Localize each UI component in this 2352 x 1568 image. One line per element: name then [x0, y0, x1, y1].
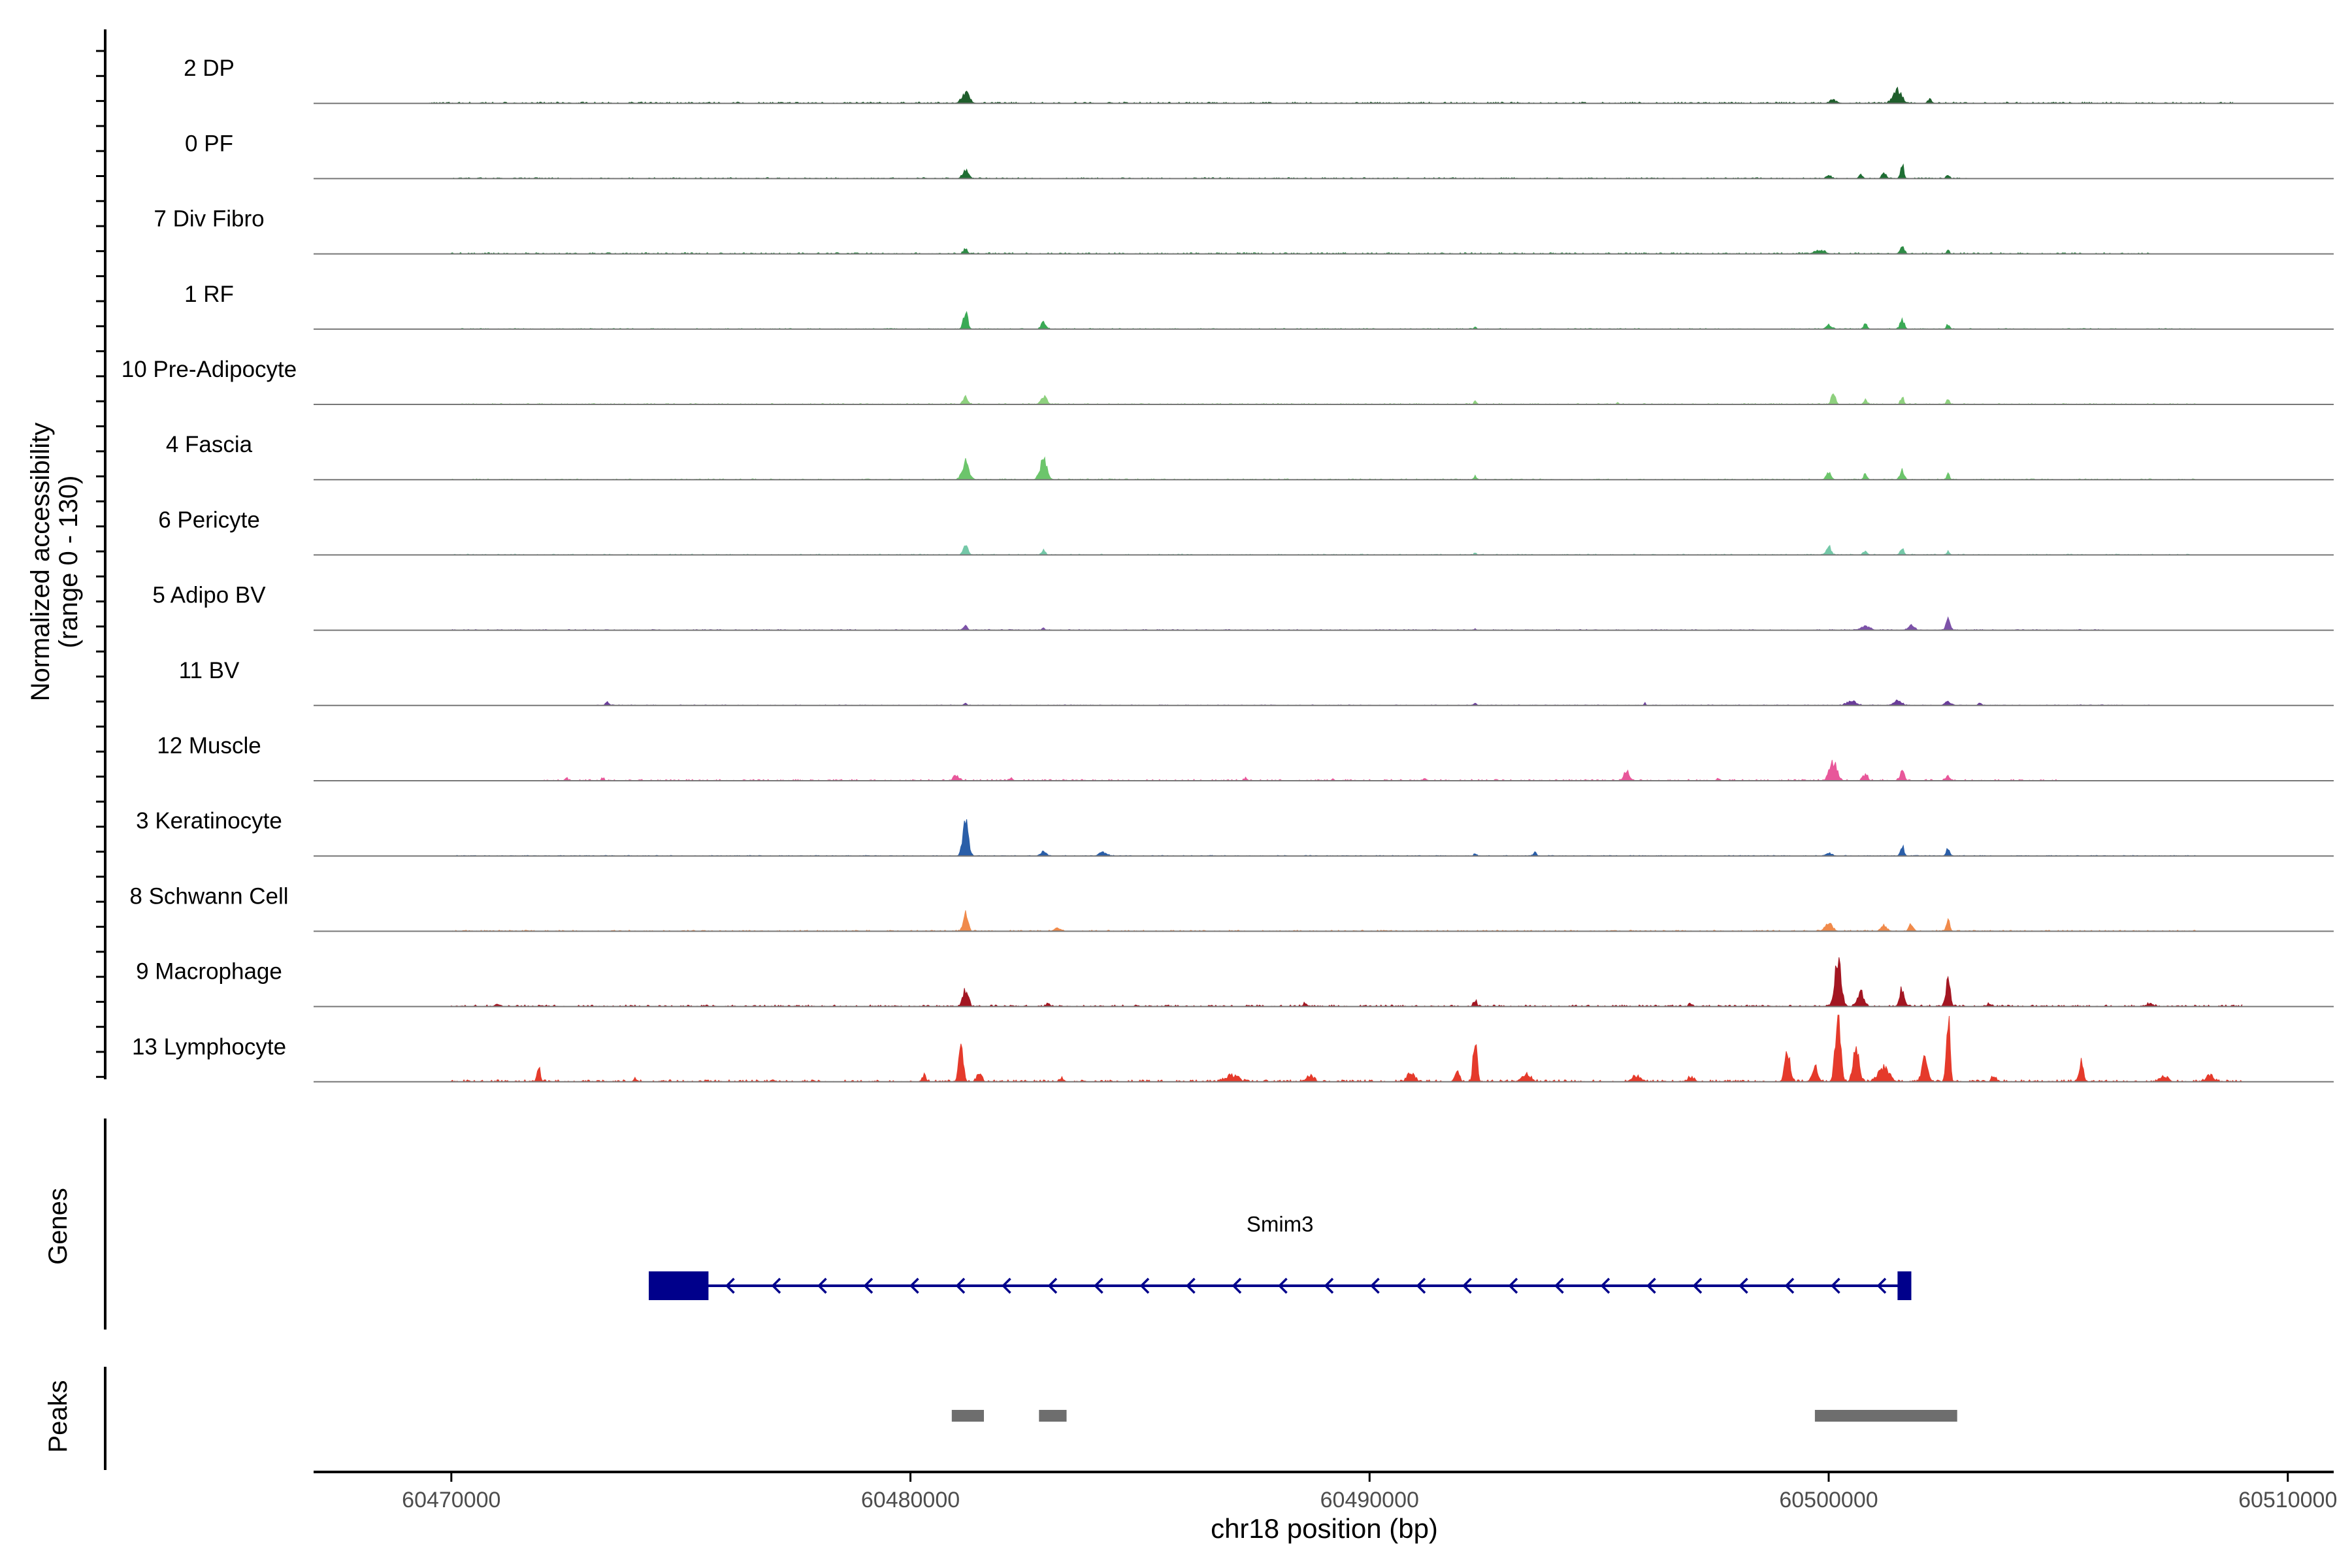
- x-tick-label: 60470000: [402, 1488, 500, 1512]
- strand-arrow: [1554, 1277, 1564, 1294]
- coverage-area: [451, 163, 1967, 180]
- strand-arrow: [1002, 1277, 1011, 1294]
- track-label: 6 Pericyte: [158, 507, 260, 532]
- coverage-area: [451, 310, 2197, 330]
- track-label: 12 Muscle: [157, 733, 261, 759]
- track-12-muscle: 12 Muscle: [157, 733, 2334, 781]
- strand-arrow: [1508, 1277, 1518, 1294]
- track-8-schwann-cell: 8 Schwann Cell: [129, 883, 2334, 932]
- track-label: 4 Fascia: [166, 432, 253, 457]
- track-label: 11 BV: [179, 658, 240, 683]
- strand-arrow: [1784, 1277, 1795, 1294]
- track-1-rf: 1 RF: [184, 282, 2334, 330]
- track-6-pericyte: 6 Pericyte: [158, 507, 2334, 556]
- coverage-area: [589, 699, 2151, 706]
- x-tick-label: 60500000: [1779, 1488, 1878, 1512]
- strand-arrow: [1646, 1277, 1656, 1294]
- track-2-dp: 2 DP: [184, 56, 2334, 105]
- gene-label-smim3: Smim3: [1247, 1212, 1314, 1236]
- gene-track: Smim3: [648, 1212, 1912, 1300]
- strand-arrow: [1047, 1277, 1058, 1294]
- track-label: 0 PF: [185, 131, 233, 156]
- coverage-area: [428, 86, 2233, 104]
- coverage-area: [451, 246, 2151, 255]
- track-9-macrophage: 9 Macrophage: [136, 957, 2334, 1007]
- track-label: 10 Pre-Adipocyte: [122, 357, 297, 382]
- track-label: 13 Lymphocyte: [132, 1034, 286, 1060]
- x-tick-label: 60510000: [2238, 1488, 2337, 1512]
- peak-region: [1814, 1410, 1957, 1422]
- strand-arrow: [1739, 1277, 1748, 1294]
- track-label: 1 RF: [184, 282, 234, 307]
- strand-arrow: [909, 1277, 919, 1294]
- peak-region: [951, 1410, 984, 1422]
- x-tick-label: 60490000: [1320, 1488, 1419, 1512]
- strand-arrow: [1370, 1277, 1380, 1294]
- strand-arrow: [1831, 1277, 1840, 1294]
- peak-track: [951, 1410, 1957, 1422]
- strand-arrow: [863, 1277, 874, 1294]
- coverage-area: [451, 1015, 2243, 1083]
- track-label: 2 DP: [184, 56, 235, 81]
- y-axis-title: Normalized accessibility: [26, 423, 55, 702]
- peaks-panel-title: Peaks: [44, 1380, 73, 1452]
- strand-arrow: [725, 1277, 735, 1294]
- track-11-bv: 11 BV: [179, 658, 2334, 706]
- coverage-tracks: 2 DP 0 PF 7 Div Fibro 1 RF 10 Pre-Adipocyte 4…: [122, 56, 2334, 1083]
- track-label: 7 Div Fibro: [154, 206, 264, 232]
- gene-exon: [1897, 1271, 1912, 1300]
- coverage-y-axis-ticks: [96, 50, 105, 1078]
- strand-arrow: [1324, 1277, 1334, 1294]
- track-13-lymphocyte: 13 Lymphocyte: [132, 1015, 2334, 1083]
- track-3-keratinocyte: 3 Keratinocyte: [136, 808, 2334, 857]
- coverage-area: [451, 393, 2197, 405]
- strand-arrow: [1278, 1277, 1288, 1294]
- strand-arrow: [1416, 1277, 1426, 1294]
- strand-arrow: [1462, 1277, 1472, 1294]
- strand-arrow: [955, 1277, 966, 1294]
- gene-exon: [649, 1271, 709, 1300]
- strand-arrow: [1232, 1277, 1242, 1294]
- coverage-area: [451, 910, 2197, 932]
- strand-arrow: [1139, 1277, 1150, 1294]
- y-axis-title-range: (range 0 - 130): [54, 476, 83, 649]
- track-label: 8 Schwann Cell: [129, 883, 288, 909]
- track-label: 5 Adipo BV: [152, 583, 266, 608]
- coverage-area: [451, 957, 2242, 1007]
- strand-arrow: [817, 1277, 827, 1294]
- track-7-div-fibro: 7 Div Fibro: [154, 206, 2334, 255]
- track-label: 3 Keratinocyte: [136, 808, 282, 834]
- coverage-area: [451, 544, 2197, 555]
- track-10-pre-adipocyte: 10 Pre-Adipocyte: [122, 357, 2334, 405]
- x-axis-ticks: 60470000 60480000 60490000 60500000 60510000: [402, 1472, 2337, 1512]
- track-5-adipo-bv: 5 Adipo BV: [152, 583, 2334, 631]
- genes-panel-title: Genes: [44, 1188, 73, 1265]
- strand-arrow: [1186, 1277, 1196, 1294]
- track-label: 9 Macrophage: [136, 959, 282, 985]
- strand-arrow: [1094, 1277, 1103, 1294]
- coverage-area: [451, 456, 2197, 480]
- coverage-area: [451, 616, 2104, 631]
- coverage-area: [451, 819, 2197, 857]
- x-axis-title: chr18 position (bp): [1211, 1513, 1438, 1544]
- strand-arrow: [1692, 1277, 1703, 1294]
- strand-arrow: [771, 1277, 781, 1294]
- coverage-area: [542, 760, 2059, 781]
- strand-arrow: [1600, 1277, 1610, 1294]
- track-0-pf: 0 PF: [185, 131, 2334, 180]
- strand-arrow: [1876, 1277, 1887, 1294]
- track-4-fascia: 4 Fascia: [166, 432, 2334, 481]
- x-tick-label: 60480000: [861, 1488, 960, 1512]
- peak-region: [1039, 1410, 1067, 1422]
